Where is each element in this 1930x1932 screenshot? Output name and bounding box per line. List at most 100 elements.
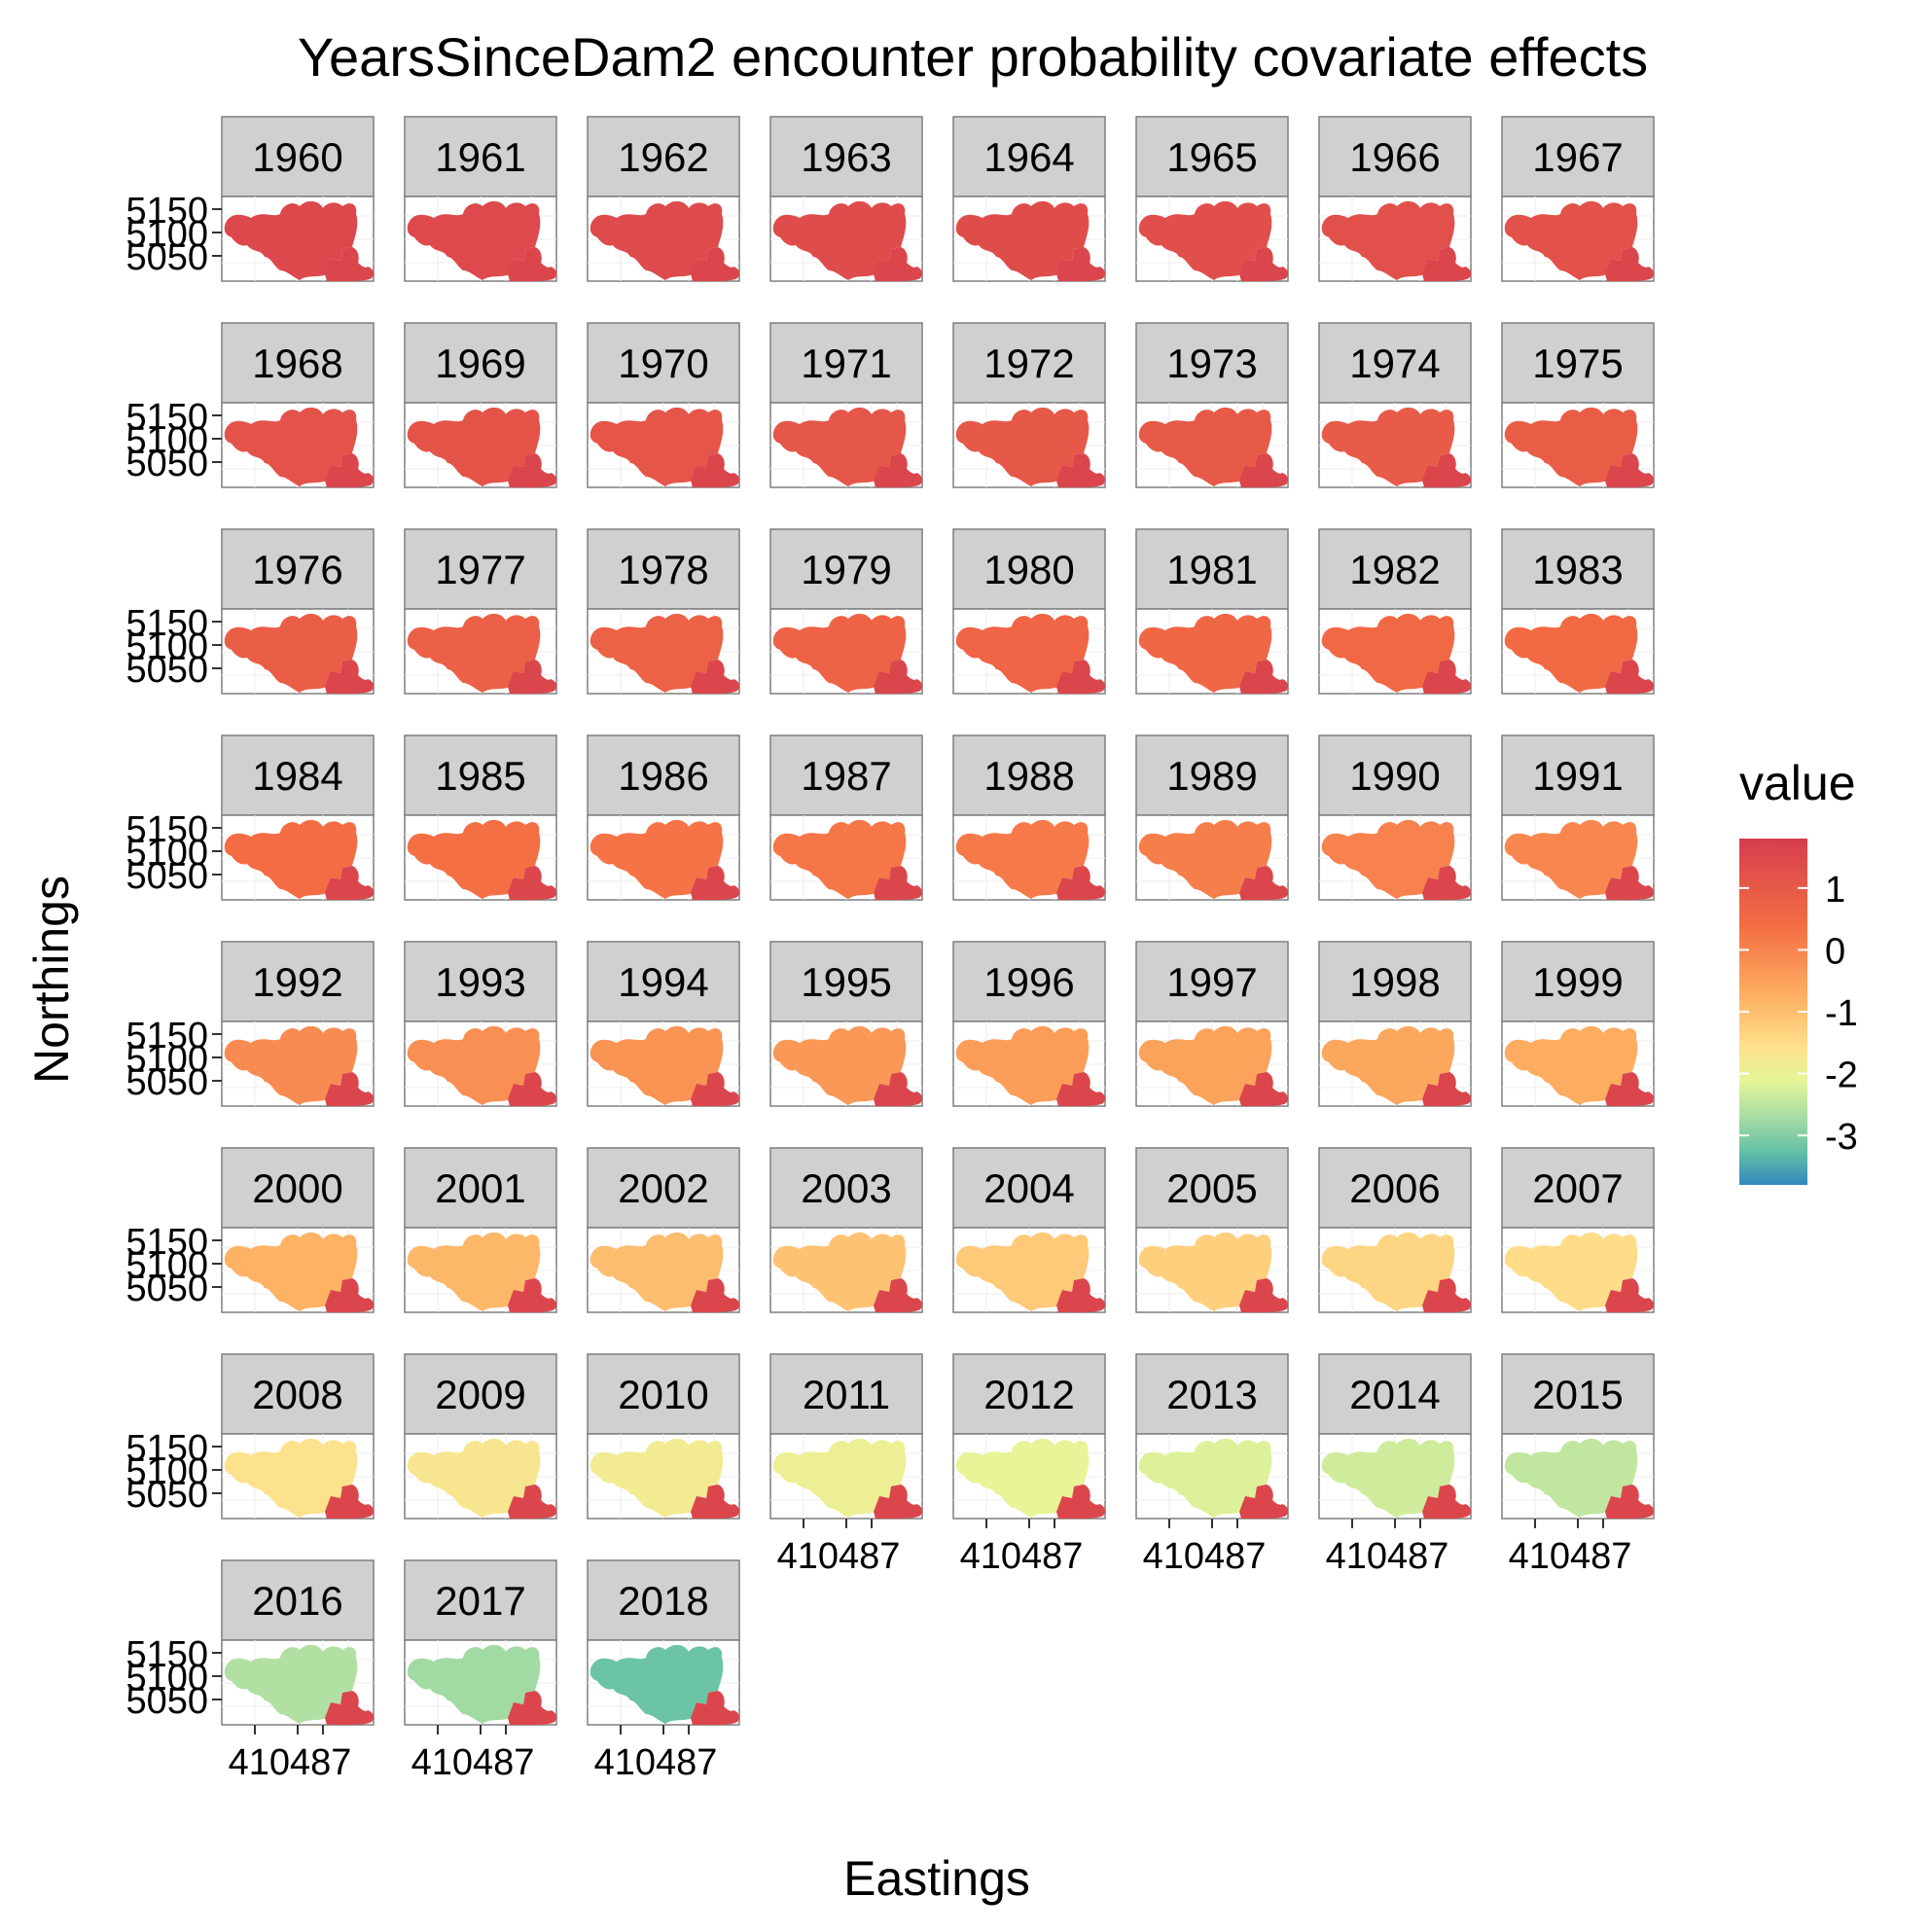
facet-panel: 1963 xyxy=(769,116,923,282)
facet-strip xyxy=(1501,322,1655,404)
map-region-southeast xyxy=(874,1278,923,1313)
facet-label: 1997 xyxy=(1166,959,1257,1005)
map-region-northwest xyxy=(590,1232,724,1311)
facet-strip xyxy=(1501,1147,1655,1229)
map-regions xyxy=(590,407,740,488)
facet-panel: 2011 410487 xyxy=(769,1353,923,1577)
map-regions xyxy=(772,1232,923,1313)
facet-label: 1968 xyxy=(252,340,342,386)
facet-strip xyxy=(1501,116,1655,197)
facet-panel: 1967 xyxy=(1501,116,1655,282)
map-regions xyxy=(1321,819,1472,901)
facet-panel: 2018 410487 xyxy=(587,1559,740,1783)
map-region-southeast xyxy=(1056,1278,1106,1313)
map-region-northwest xyxy=(224,200,358,280)
map-region-northwest xyxy=(772,407,907,486)
map-region-southeast xyxy=(1605,866,1655,901)
facet-strip xyxy=(1318,1147,1472,1229)
facet-label: 1979 xyxy=(801,547,891,592)
map-region-northwest xyxy=(407,200,541,280)
y-tick-label: 5050 xyxy=(125,1062,208,1103)
facet-panel: 2015 410487 xyxy=(1501,1353,1655,1577)
chart-title: YearsSinceDam2 encounter probability cov… xyxy=(298,26,1648,88)
facet-label: 2001 xyxy=(435,1165,525,1211)
map-region-northwest xyxy=(955,613,1090,693)
y-tick-label: 5150 xyxy=(125,1428,208,1469)
x-tick-label: 410487 xyxy=(229,1742,352,1783)
facet-strip xyxy=(404,322,557,404)
facet-panel: 1998 xyxy=(1318,941,1472,1107)
map-region-northwest xyxy=(1504,407,1638,486)
facet-panel: 1971 xyxy=(769,322,923,488)
map-regions xyxy=(1504,613,1655,695)
map-region-northwest xyxy=(955,1438,1090,1518)
map-regions xyxy=(1321,1438,1472,1520)
map-region-southeast xyxy=(1422,660,1472,695)
legend-tick-label: -3 xyxy=(1825,1117,1858,1158)
x-axis-title: Eastings xyxy=(843,1851,1030,1906)
map-regions xyxy=(1504,407,1655,488)
facet-label: 2002 xyxy=(618,1165,708,1211)
facet-panel: 1975 xyxy=(1501,322,1655,488)
facet-strip xyxy=(1318,322,1472,404)
map-region-northwest xyxy=(224,1232,358,1311)
map-region-northwest xyxy=(1138,1025,1272,1105)
map-regions xyxy=(1504,1025,1655,1107)
facet-panel: 2004 xyxy=(952,1147,1106,1313)
map-region-southeast xyxy=(691,1072,740,1107)
map-regions xyxy=(590,819,740,901)
facet-strip xyxy=(404,116,557,197)
map-region-southeast xyxy=(691,1485,740,1520)
map-regions xyxy=(590,1232,740,1313)
map-regions xyxy=(772,613,923,695)
facet-label: 1971 xyxy=(801,340,891,386)
facet-panel: 1989 xyxy=(1135,734,1289,901)
map-regions xyxy=(590,200,740,282)
map-regions xyxy=(224,1644,375,1726)
facet-panel: 2010 xyxy=(587,1353,740,1520)
x-tick-label: 410487 xyxy=(594,1742,718,1783)
facet-label: 1989 xyxy=(1166,753,1257,799)
map-region-southeast xyxy=(874,1072,923,1107)
map-region-northwest xyxy=(590,613,724,693)
y-tick-label: 5100 xyxy=(125,420,208,461)
map-regions xyxy=(1321,200,1472,282)
facet-strip xyxy=(221,528,375,610)
facet-strip xyxy=(221,1559,375,1641)
map-region-northwest xyxy=(407,819,541,899)
map-region-northwest xyxy=(1504,1232,1638,1311)
map-regions xyxy=(1321,1025,1472,1107)
map-region-southeast xyxy=(1422,453,1472,488)
facet-strip xyxy=(769,116,923,197)
map-region-northwest xyxy=(1138,1232,1272,1311)
map-regions xyxy=(955,200,1106,282)
facet-label: 1966 xyxy=(1349,134,1440,180)
map-region-northwest xyxy=(407,407,541,486)
facet-strip xyxy=(587,322,740,404)
map-region-northwest xyxy=(955,819,1090,899)
facet-strip xyxy=(404,1147,557,1229)
facet-label: 1975 xyxy=(1532,340,1623,386)
facet-strip xyxy=(221,116,375,197)
facet-strip xyxy=(587,528,740,610)
facet-panel: 1985 xyxy=(404,734,557,901)
facet-strip xyxy=(1501,528,1655,610)
facet-label: 2017 xyxy=(435,1578,525,1624)
map-region-northwest xyxy=(407,1644,541,1724)
facet-label: 2010 xyxy=(618,1372,708,1417)
facet-strip xyxy=(221,1353,375,1435)
facet-panel: 2014 410487 xyxy=(1318,1353,1472,1577)
map-region-southeast xyxy=(1422,1278,1472,1313)
facet-strip xyxy=(952,116,1106,197)
facet-label: 1965 xyxy=(1166,134,1257,180)
map-region-northwest xyxy=(407,1438,541,1518)
facet-label: 1988 xyxy=(983,753,1074,799)
map-regions xyxy=(407,1644,557,1726)
facet-panel: 2003 xyxy=(769,1147,923,1313)
map-region-southeast xyxy=(1605,1485,1655,1520)
